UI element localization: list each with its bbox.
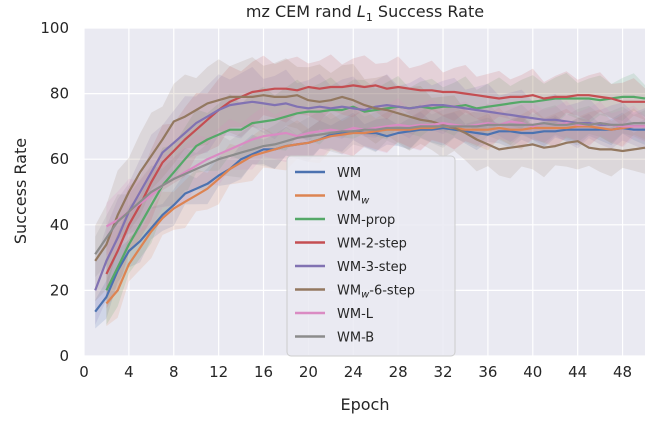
y-tick-label: 60 <box>50 150 69 168</box>
legend-label: WM-2-step <box>337 237 407 252</box>
series-band <box>106 98 645 255</box>
x-tick-label: 16 <box>254 363 273 381</box>
series-line <box>94 100 645 291</box>
legend-label: WMw-6-step <box>337 284 415 301</box>
series-line <box>94 94 646 262</box>
series-band <box>106 54 645 309</box>
legend-entry: WMw <box>295 190 370 207</box>
legend-entry: WM-prop <box>295 213 395 228</box>
chart-title-subscript: 1 <box>366 11 373 24</box>
chart-title-suffix: Success Rate <box>373 2 484 21</box>
legend-entry: WMw-6-step <box>295 284 415 301</box>
x-tick-label: 48 <box>613 363 632 381</box>
x-axis-label: Epoch <box>341 395 390 414</box>
legend-entry: WM-3-step <box>295 260 407 275</box>
series-line <box>105 125 645 305</box>
series-band <box>106 72 645 325</box>
legend-label: WM <box>337 166 361 181</box>
legend-label: WM-3-step <box>337 260 407 275</box>
x-tick-labels: 0 4 8 12 16 20 24 28 32 36 40 44 48 <box>79 363 632 381</box>
y-tick-label: 100 <box>40 19 69 37</box>
chart-title: mz CEM rand L1 Success Rate <box>246 2 484 24</box>
series-lines <box>94 84 646 313</box>
legend-entry: WM <box>295 166 361 181</box>
x-tick-label: 40 <box>523 363 542 381</box>
legend-entry: WM-L <box>295 307 374 322</box>
x-tick-label: 36 <box>478 363 497 381</box>
legend-label: WM-prop <box>337 213 395 228</box>
legend-entry: WM-2-step <box>295 237 407 252</box>
y-axis-label: Success Rate <box>11 138 30 244</box>
legend-box <box>286 155 456 357</box>
series-line <box>105 84 645 275</box>
x-tick-label: 28 <box>389 363 408 381</box>
chart-title-math: L <box>357 2 366 21</box>
y-tick-label: 20 <box>50 281 69 299</box>
legend-entries: WM WMw WM-prop WM-2-step WM-3-step WMw-6-step… <box>295 166 415 346</box>
y-tick-labels: 0 20 40 60 80 100 <box>40 19 69 365</box>
y-tick-label: 80 <box>50 85 69 103</box>
series-line <box>94 122 645 255</box>
series-line <box>105 95 646 291</box>
chart-title-prefix: mz CEM rand <box>246 2 357 21</box>
x-tick-label: 44 <box>568 363 587 381</box>
x-tick-label: 20 <box>299 363 318 381</box>
x-tick-label: 8 <box>169 363 179 381</box>
legend: WM WMw WM-prop WM-2-step WM-3-step WMw-6-step… <box>286 155 456 357</box>
y-tick-label: 40 <box>50 216 69 234</box>
x-tick-label: 0 <box>79 363 89 381</box>
series-band <box>95 57 646 302</box>
legend-label: WM-B <box>337 331 374 346</box>
x-tick-label: 32 <box>433 363 452 381</box>
x-tick-label: 12 <box>209 363 228 381</box>
legend-entry: WM-B <box>295 331 374 346</box>
y-tick-label: 0 <box>59 347 69 365</box>
x-tick-label: 4 <box>124 363 134 381</box>
legend-label: WM-L <box>337 307 374 322</box>
legend-label: WMw <box>337 190 370 207</box>
x-tick-label: 24 <box>344 363 363 381</box>
